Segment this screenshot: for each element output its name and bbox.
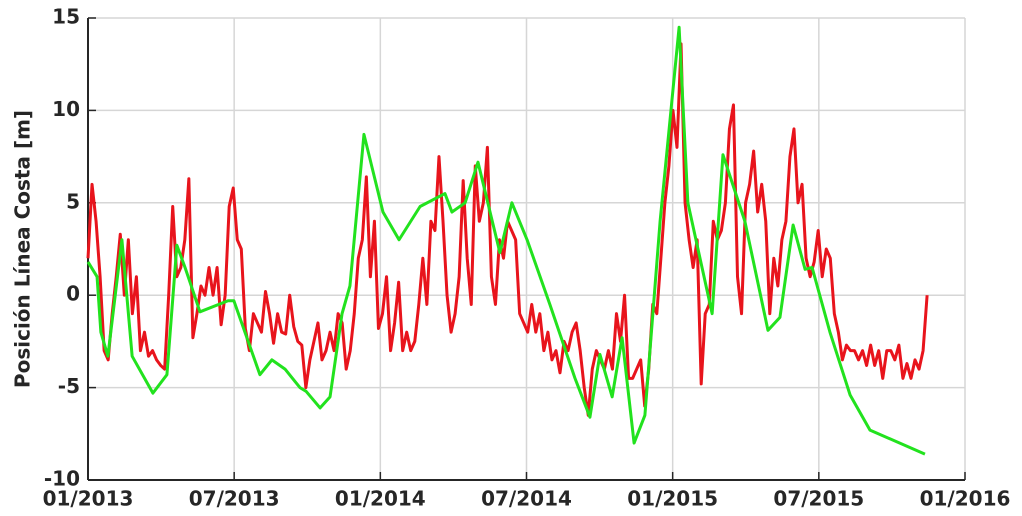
- y-tick-label: -10: [44, 467, 80, 491]
- x-tick-label: 07/2014: [481, 487, 572, 511]
- y-axis-label: Posición Línea Costa [m]: [11, 110, 35, 388]
- y-tick-label: 10: [52, 97, 80, 121]
- line-series: [86, 25, 926, 456]
- line-series: [86, 42, 929, 417]
- y-tick-label: 0: [66, 282, 80, 306]
- y-tick-label: 5: [66, 189, 80, 213]
- x-tick-label: 07/2013: [189, 487, 280, 511]
- x-tick-label: 07/2015: [773, 487, 864, 511]
- y-tick-label: -5: [58, 374, 80, 398]
- y-tick-label: 15: [52, 5, 80, 29]
- x-tick-label: 01/2013: [43, 487, 134, 511]
- x-tick-label: 01/2014: [335, 487, 426, 511]
- x-tick-label: 01/2016: [920, 487, 1011, 511]
- x-tick-label: 01/2015: [627, 487, 718, 511]
